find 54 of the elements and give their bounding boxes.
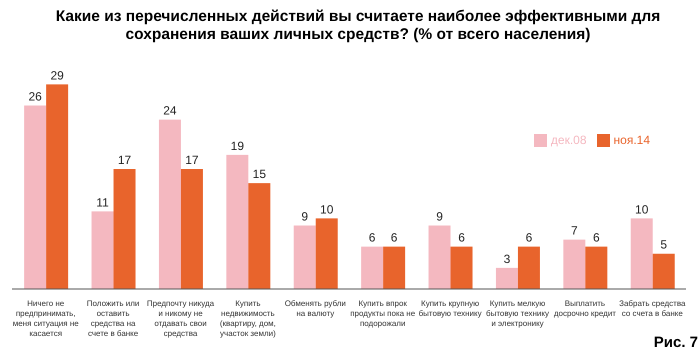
x-tick-label: Купить крупную бытовую технику [418, 299, 482, 318]
text: Рис. 7 [654, 334, 698, 351]
legend-label: ноя.14 [614, 133, 650, 147]
x-tick-label: Забрать средства со счета в банке [619, 299, 686, 318]
data-label: 17 [118, 153, 132, 168]
bar [563, 240, 586, 289]
bar [428, 225, 451, 289]
data-label: 26 [28, 90, 42, 104]
data-label: 6 [592, 230, 600, 245]
chart-title: Какие из перечисленных действий вы считаете наиболее эффективными для сохранения ваших личных средств? (% от всего населения) [54, 8, 662, 45]
data-label: 3 [504, 252, 511, 266]
data-label: 5 [660, 238, 668, 252]
x-tick-label: Ничего не предпринимать, меня ситуация не касается [12, 299, 80, 338]
bar [316, 218, 338, 289]
data-label: 9 [436, 209, 444, 224]
bar [518, 246, 540, 289]
x-tick-label: Предпочту никуда и никому не отдавать свои средства [146, 299, 215, 338]
bar [383, 246, 406, 289]
data-label: 15 [252, 167, 266, 182]
data-label: 19 [230, 138, 244, 153]
data-label: 10 [635, 202, 649, 216]
bar [652, 254, 675, 289]
bar [585, 246, 608, 289]
data-label: 7 [570, 224, 578, 238]
bar [361, 246, 384, 289]
bar [158, 120, 181, 289]
bar [24, 106, 46, 289]
x-tick-label: Выплатить досрочно кредит [554, 299, 616, 318]
bar [226, 154, 248, 289]
data-label: 24 [163, 104, 177, 118]
bar [294, 225, 316, 289]
data-label: 17 [185, 153, 199, 168]
x-tick-label: Купить впрок продукты пока не подорожали [350, 299, 416, 328]
bar [630, 218, 653, 289]
x-tick-label: Купить недвижимость (квартиру, дом, участок земли) [220, 299, 276, 338]
x-tick-label: Купить мелкую бытовую технику и электронику [486, 299, 549, 328]
bar [92, 211, 114, 289]
bar [180, 169, 203, 289]
bar [114, 169, 136, 289]
data-label: 11 [96, 195, 110, 210]
data-label: 6 [390, 230, 398, 245]
data-label: 6 [526, 230, 533, 245]
x-tick-label: Обменять рубли на валюту [284, 299, 346, 318]
legend-label: дек.08 [550, 133, 587, 147]
data-label: 10 [320, 202, 334, 216]
bar [496, 268, 518, 289]
data-label: 9 [301, 209, 308, 224]
data-label: 29 [50, 68, 64, 82]
x-tick-label: Положить или оставить средства на счете в банке [86, 299, 140, 338]
bar [46, 84, 68, 289]
bar [248, 183, 270, 289]
data-label: 6 [368, 230, 376, 245]
bar [450, 246, 473, 289]
data-label: 6 [458, 230, 466, 245]
